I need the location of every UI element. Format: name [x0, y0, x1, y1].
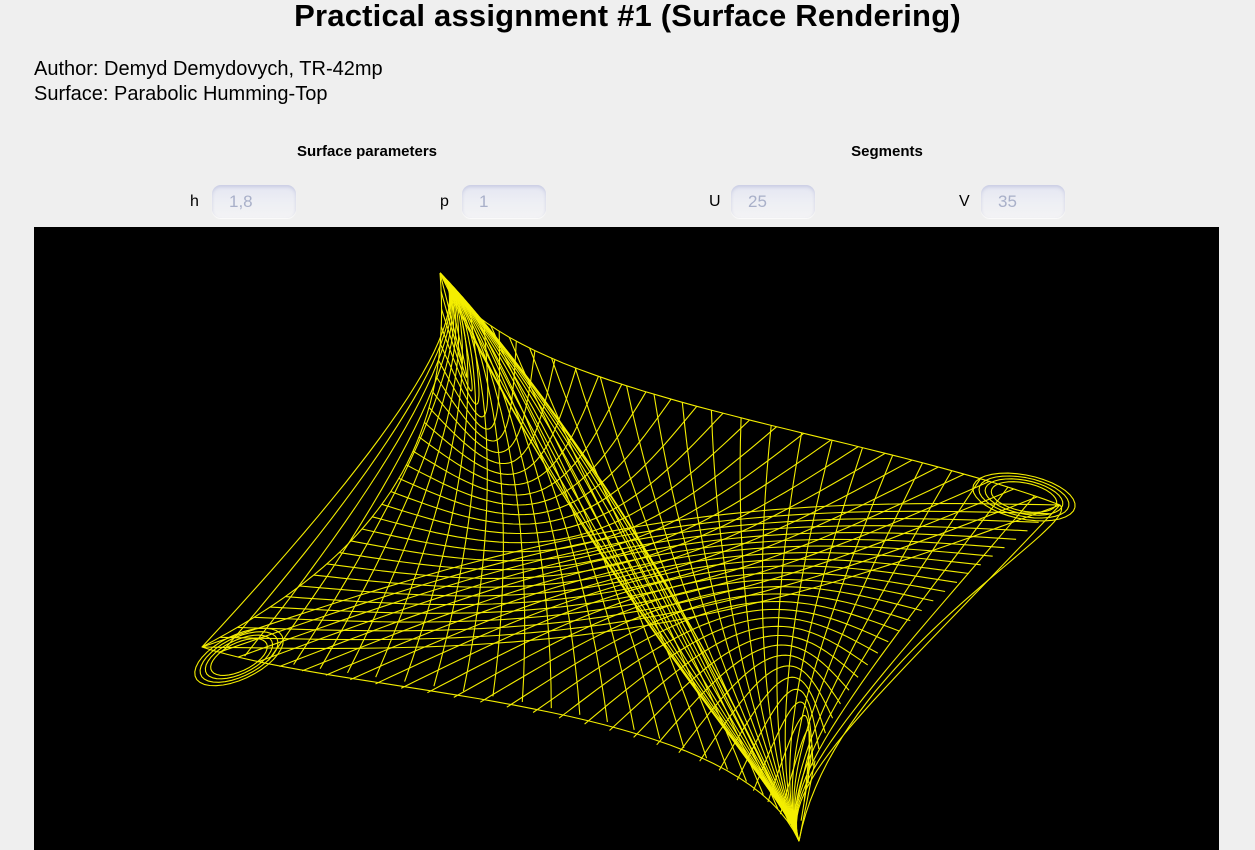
wire-curve-b — [532, 600, 900, 713]
wire-rib-top — [439, 272, 608, 723]
wire-ring-left — [199, 631, 279, 683]
wire-curve-b — [453, 579, 934, 698]
wire-curve-b — [633, 634, 859, 738]
wire-curve-b — [609, 625, 869, 731]
wire-curve-b — [201, 503, 1061, 648]
wire-curve-b — [656, 644, 850, 746]
wire-curve-b — [375, 558, 969, 685]
wire-rib-top — [319, 272, 457, 669]
u-segments-input[interactable] — [731, 185, 815, 218]
wire-rib-bottom — [784, 440, 833, 842]
wire-curve-b — [798, 760, 816, 842]
wire-rib-bottom — [793, 462, 924, 842]
wire-rib-top — [267, 272, 453, 661]
wire-rib-top — [439, 272, 504, 697]
wire-rib-bottom — [794, 470, 953, 842]
param-h: h — [190, 184, 296, 219]
wire-rib-bottom — [789, 447, 864, 842]
wire-rib-bottom — [653, 394, 800, 842]
wire-ring-right — [984, 478, 1064, 516]
wire-curve-b — [779, 729, 811, 815]
wire-rib-top — [433, 272, 477, 687]
wire-curve-a — [398, 398, 672, 516]
wire-rib-top — [221, 272, 451, 653]
wire-curve-a — [372, 419, 750, 544]
wire-curve-a — [435, 341, 517, 442]
param-u: U — [709, 184, 815, 219]
wireframe-group — [194, 272, 1076, 842]
wire-curve-b — [301, 538, 1005, 672]
wire-curve-a — [440, 285, 468, 378]
wire-rib-bottom — [791, 454, 894, 842]
wire-curve-a — [326, 446, 859, 579]
wire-rib-top — [244, 272, 452, 657]
v-segments-input[interactable] — [981, 185, 1065, 218]
wire-rib-bottom — [794, 478, 981, 842]
wire-rib-bottom — [795, 495, 1036, 842]
wire-curve-b — [218, 510, 1050, 653]
param-v: V — [959, 184, 1065, 219]
wire-curve-b — [325, 545, 993, 676]
wire-rib-top — [439, 272, 635, 731]
wire-rib-bottom — [681, 402, 800, 842]
wire-rib-top — [347, 272, 460, 674]
segments-title: Segments — [851, 143, 923, 160]
wire-rib-top — [201, 272, 451, 648]
wire-curve-a — [220, 496, 1038, 641]
param-p: p — [440, 184, 546, 219]
wire-rib-bottom — [574, 367, 800, 842]
wire-ring-left — [204, 634, 274, 680]
render-canvas[interactable] — [34, 227, 1219, 850]
wire-ring-right — [972, 472, 1076, 522]
wire-curve-a — [381, 412, 724, 535]
wire-curve-a — [350, 432, 805, 562]
assignment-info: Author: Demyd Demydovych, TR-42mp Surfac… — [34, 57, 383, 107]
h-input[interactable] — [212, 185, 296, 218]
wire-rib-bottom — [710, 410, 800, 842]
wire-curve-a — [390, 405, 698, 525]
wire-ring-left — [194, 627, 284, 687]
page-title: Practical assignment #1 (Surface Renderi… — [294, 0, 961, 33]
wire-curve-a — [285, 466, 939, 606]
wire-rib-bottom — [626, 385, 800, 842]
wire-rib-top — [439, 272, 708, 759]
wire-curve-a — [361, 426, 777, 553]
param-p-label: p — [440, 192, 449, 210]
wire-curve-a — [424, 368, 577, 475]
surface-line: Surface: Parabolic Humming-Top — [34, 83, 328, 105]
wire-curve-b — [237, 518, 1039, 658]
wire-curve-b — [350, 552, 981, 681]
wire-rib-top — [404, 272, 469, 682]
wire-rib-top — [439, 272, 661, 739]
wire-curve-a — [339, 439, 832, 571]
wire-outline — [201, 272, 1063, 842]
wire-ring-right — [978, 475, 1070, 519]
wire-rib-top — [293, 272, 455, 665]
surface-wireframe — [194, 272, 1076, 842]
surface-parameters-title: Surface parameters — [296, 143, 438, 160]
author-line: Author: Demyd Demydovych, TR-42mp — [34, 58, 383, 80]
wire-curve-b — [279, 532, 1017, 668]
p-input[interactable] — [462, 185, 546, 218]
wire-rib-bottom — [599, 376, 800, 842]
wire-rib-bottom — [776, 432, 803, 842]
wire-curve-a — [439, 320, 489, 418]
param-v-label: V — [959, 192, 970, 210]
wire-curve-b — [558, 608, 889, 719]
wire-curve-b — [427, 572, 946, 694]
wire-rib-bottom — [739, 417, 800, 842]
wire-rib-bottom — [795, 486, 1009, 842]
param-h-label: h — [190, 192, 199, 210]
wire-ring-right — [990, 481, 1058, 513]
wire-rib-bottom — [795, 504, 1061, 842]
wire-curve-b — [584, 617, 879, 725]
wire-rib-bottom — [761, 425, 800, 842]
wire-rib-top — [439, 272, 488, 692]
wire-curve-b — [767, 714, 810, 803]
wire-curve-b — [506, 593, 911, 708]
wire-ring-left — [210, 638, 268, 676]
wire-curve-a — [432, 350, 536, 454]
param-u-label: U — [709, 192, 721, 210]
